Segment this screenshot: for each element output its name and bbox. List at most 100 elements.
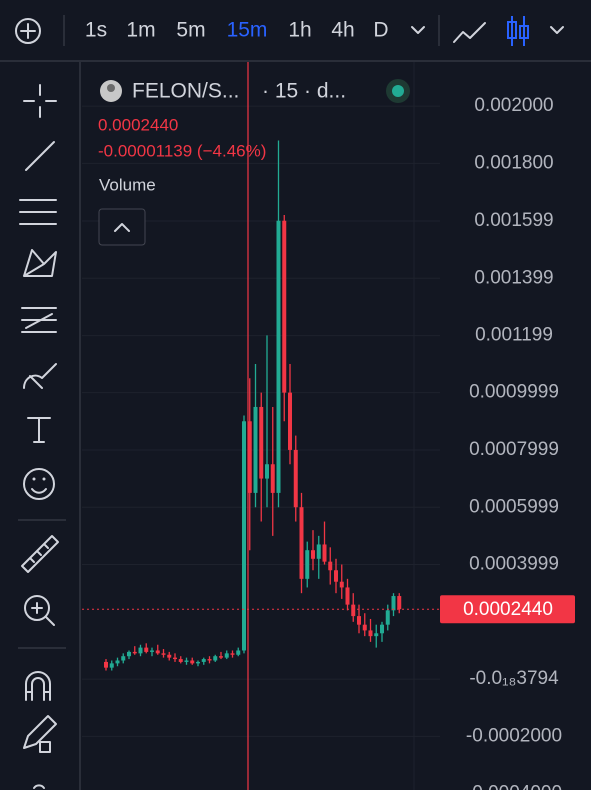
candle-body bbox=[293, 449, 298, 508]
interval: · 15 · d... bbox=[262, 80, 346, 103]
toolbar-bg bbox=[0, 0, 591, 60]
fib-tool[interactable] bbox=[19, 199, 57, 225]
candle-body bbox=[270, 464, 275, 493]
crosshair-tool[interactable] bbox=[23, 84, 57, 118]
timeframe-dropdown[interactable] bbox=[411, 26, 425, 34]
candle-body bbox=[184, 660, 189, 662]
candle-body bbox=[224, 653, 229, 658]
pattern-tool[interactable] bbox=[23, 249, 57, 277]
candle-body bbox=[190, 660, 195, 664]
left-toolbar bbox=[18, 62, 81, 790]
candle-body bbox=[173, 657, 177, 660]
y-tick-label: 0.001599 bbox=[474, 210, 553, 231]
volume-label: Volume bbox=[99, 175, 156, 194]
magnet-tool[interactable] bbox=[25, 671, 51, 701]
candle-body bbox=[288, 392, 292, 450]
candle-body bbox=[150, 650, 154, 652]
candle-body bbox=[253, 406, 258, 493]
candle-body bbox=[259, 406, 264, 479]
symbol-icon-detail bbox=[107, 84, 115, 92]
candle-body bbox=[368, 630, 373, 637]
candle-body bbox=[115, 660, 120, 664]
candle-body bbox=[391, 596, 396, 611]
candle-body bbox=[127, 651, 131, 657]
candle-body bbox=[265, 464, 269, 479]
last-price-label: 0.0002440 bbox=[463, 599, 553, 620]
y-tick-label: 0.002000 bbox=[474, 95, 553, 116]
candle-body bbox=[247, 421, 252, 493]
candle-body bbox=[155, 650, 160, 654]
candle-body bbox=[121, 656, 126, 661]
candle-body bbox=[334, 570, 338, 582]
candle-body bbox=[109, 663, 114, 668]
timeframe-button[interactable]: D bbox=[373, 19, 388, 42]
candle-body bbox=[132, 651, 137, 654]
line-chart-button[interactable] bbox=[453, 22, 486, 43]
candle-body bbox=[374, 633, 379, 637]
candle-body bbox=[230, 653, 235, 655]
chart-type-dropdown[interactable] bbox=[550, 26, 564, 34]
candle-body bbox=[201, 659, 206, 662]
candle-body bbox=[178, 659, 183, 662]
timeframe-button[interactable]: 1m bbox=[126, 19, 155, 42]
candle-body bbox=[311, 550, 315, 559]
y-tick-label: -0.0004000 bbox=[466, 783, 562, 790]
ruler-tool[interactable] bbox=[21, 535, 59, 573]
y-tick-label: 0.0009999 bbox=[469, 382, 559, 403]
candle-body bbox=[339, 581, 344, 588]
emoji-tool[interactable] bbox=[23, 468, 55, 500]
candle-body bbox=[299, 507, 304, 579]
candle-body bbox=[397, 596, 402, 610]
candle-body bbox=[385, 610, 390, 625]
candle-body bbox=[242, 421, 246, 651]
trend-line-tool[interactable] bbox=[25, 141, 55, 171]
timeframe-button[interactable]: 15m bbox=[227, 19, 268, 42]
candle-body bbox=[104, 661, 108, 668]
brush-tool[interactable] bbox=[23, 363, 57, 389]
collapse-button[interactable] bbox=[98, 208, 146, 246]
candle-body bbox=[207, 659, 212, 661]
candle-body bbox=[380, 624, 384, 634]
candle-body bbox=[138, 647, 143, 654]
top-toolbar: 1s 1m 5m 15m 1h 4h D bbox=[0, 0, 591, 62]
timeframe-button[interactable]: 1h bbox=[288, 19, 311, 42]
timeframe-button[interactable]: 1s bbox=[85, 19, 107, 42]
zoom-tool[interactable] bbox=[24, 595, 55, 626]
candle-body bbox=[316, 544, 321, 559]
candle-body bbox=[322, 544, 327, 562]
more-tool[interactable] bbox=[33, 784, 45, 789]
y-tick-label: 0.001399 bbox=[474, 267, 553, 288]
candle-body bbox=[161, 653, 166, 655]
change: -0.00001139 (−4.46%) bbox=[98, 141, 266, 160]
candle-body bbox=[345, 587, 350, 605]
y-tick-label: 0.0003999 bbox=[469, 554, 559, 575]
y-tick-label: 0.0005999 bbox=[469, 496, 559, 517]
candle-body bbox=[196, 661, 200, 664]
candle-body bbox=[362, 624, 367, 631]
y-tick-label: -0.0₁₈3794 bbox=[469, 668, 559, 689]
timeframe-button[interactable]: 5m bbox=[176, 19, 205, 42]
candle-body bbox=[167, 654, 172, 658]
y-tick-label: -0.0002000 bbox=[466, 725, 562, 746]
y-tick-label: 0.0007999 bbox=[469, 439, 559, 460]
symbol[interactable]: FELON/S... bbox=[132, 80, 239, 103]
candle-body bbox=[219, 656, 223, 658]
timeframes: 1s 1m 5m 15m 1h 4h D bbox=[85, 19, 389, 42]
projection-tool[interactable] bbox=[21, 307, 57, 333]
candle-body bbox=[351, 604, 356, 617]
timeframe-button[interactable]: 4h bbox=[331, 19, 354, 42]
price: 0.0002440 bbox=[98, 115, 178, 134]
last-price-box bbox=[440, 595, 575, 624]
candle-body bbox=[282, 220, 287, 393]
lock-drawings-tool[interactable] bbox=[23, 715, 57, 753]
add-button[interactable] bbox=[15, 18, 41, 44]
candle-body bbox=[236, 650, 241, 655]
candle-body bbox=[328, 561, 333, 571]
candle-chart-button[interactable] bbox=[507, 16, 529, 46]
candle-body bbox=[213, 656, 218, 661]
text-tool[interactable] bbox=[27, 417, 51, 443]
candle-body bbox=[276, 220, 281, 493]
chart: 0.002000 0.001800 0.001599 0.001399 0.001199… bbox=[82, 62, 575, 790]
